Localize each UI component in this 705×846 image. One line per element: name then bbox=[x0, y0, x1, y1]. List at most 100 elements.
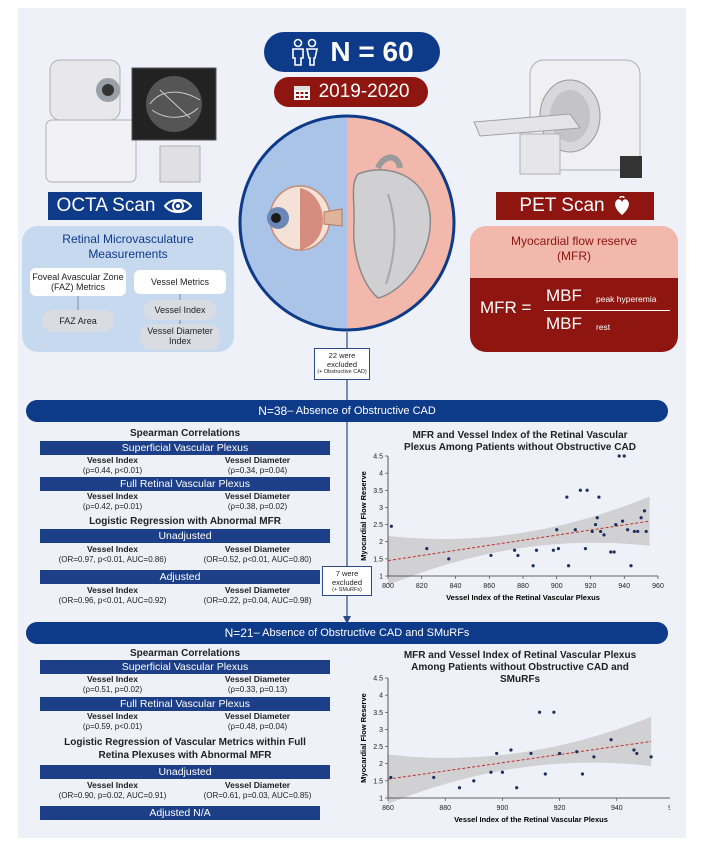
mfr-formula-lhs: MFR = bbox=[480, 298, 532, 317]
s2-un-vd: Vessel Diameter (OR=0.61, p=0.03, AUC=0.8… bbox=[185, 780, 330, 800]
mfr-panel bbox=[470, 226, 678, 352]
y-tick-label: 4 bbox=[379, 471, 383, 478]
data-point bbox=[609, 738, 613, 742]
data-point bbox=[489, 770, 493, 774]
data-point bbox=[592, 755, 596, 759]
x-tick-label: 960 bbox=[652, 583, 664, 590]
chart1-scatter: 800 820 840 860 880 900 920 940 960 1 1.5 2 2.5 3 3.5 4… bbox=[359, 454, 664, 603]
exclusion-2-line2: excluded bbox=[331, 578, 363, 587]
x-tick-label: 960 bbox=[668, 805, 670, 812]
s1-sup-vd-stats: (ρ=0.34, p=0.04) bbox=[227, 465, 288, 475]
y-tick-label: 4 bbox=[379, 693, 383, 700]
x-tick-label: 860 bbox=[483, 583, 495, 590]
s1-adjusted-bar: Adjusted bbox=[40, 570, 320, 584]
s1-full-vi-label: Vessel Index bbox=[86, 491, 139, 501]
data-point bbox=[537, 710, 542, 714]
data-point bbox=[632, 529, 636, 534]
x-axis-label: Vessel Index of the Retinal Vascular Ple… bbox=[446, 593, 600, 602]
section1-title: – Absence of Obstructive CAD bbox=[287, 405, 436, 417]
s2-full-vd: Vessel Diameter (ρ=0.48, p=0.04) bbox=[185, 711, 330, 731]
data-point bbox=[472, 779, 476, 783]
s1-un-vd-label: Vessel Diameter bbox=[224, 544, 291, 554]
heart-icon bbox=[614, 196, 629, 215]
exclusion-1-line1: 22 were bbox=[328, 351, 356, 360]
y-tick-label: 3.5 bbox=[373, 710, 383, 717]
data-point bbox=[555, 528, 559, 532]
y-tick-label: 3 bbox=[379, 505, 383, 512]
s1-ad-vi-label: Vessel Index bbox=[86, 585, 139, 595]
left-panel-connectors bbox=[77, 294, 181, 324]
data-point bbox=[556, 546, 561, 551]
x-tick-label: 880 bbox=[439, 805, 451, 812]
data-point bbox=[595, 516, 599, 520]
data-point bbox=[644, 529, 648, 534]
data-point bbox=[573, 528, 577, 532]
s2-spearman-title: Spearman Correlations bbox=[129, 648, 241, 659]
s1-sup-vi-label: Vessel Index bbox=[86, 455, 139, 465]
s2-un-vd-label: Vessel Diameter bbox=[224, 780, 291, 790]
s1-full-vd-stats: (ρ=0.38, p=0.02) bbox=[227, 501, 288, 511]
data-point bbox=[552, 710, 556, 714]
data-point bbox=[389, 775, 393, 780]
retinal-panel-title: Retinal Microvasculature Measurements bbox=[62, 232, 194, 261]
s2-full-vi-label: Vessel Index bbox=[86, 711, 139, 721]
vessel-metrics-box: Vessel Metrics bbox=[134, 270, 226, 294]
s2-full-bar: Full Retinal Vascular Plexus bbox=[40, 697, 330, 711]
x-tick-label: 940 bbox=[611, 805, 623, 812]
y-tick-label: 1.5 bbox=[373, 556, 383, 563]
data-point bbox=[585, 488, 589, 492]
data-point bbox=[597, 495, 601, 499]
octa-scan-banner: OCTA Scan bbox=[48, 192, 202, 220]
y-tick-label: 2 bbox=[379, 539, 383, 546]
s1-full-bar: Full Retinal Vascular Plexus bbox=[40, 477, 330, 491]
s1-ad-vd-label: Vessel Diameter bbox=[224, 585, 291, 595]
s1-un-vi: Vessel Index (OR=0.97, p<0.01, AUC=0.86) bbox=[40, 544, 185, 564]
y-tick-label: 4.5 bbox=[373, 676, 383, 683]
mfr-numerator: MBF bbox=[546, 286, 582, 305]
y-tick-label: 3 bbox=[379, 727, 383, 734]
x-tick-label: 920 bbox=[554, 805, 566, 812]
s2-logistic-title: Logistic Regression of Vascular Metrics … bbox=[64, 737, 306, 761]
data-point bbox=[614, 522, 618, 527]
s1-sup-vi-stats: (ρ=0.44, p<0.01) bbox=[82, 465, 143, 475]
y-tick-label: 1 bbox=[379, 796, 383, 803]
x-tick-label: 940 bbox=[618, 583, 630, 590]
mfr-panel-title: Myocardial flow reserve (MFR) bbox=[510, 234, 638, 263]
heart-illustration bbox=[352, 154, 432, 299]
s1-sup-vd-label: Vessel Diameter bbox=[224, 455, 291, 465]
faz-area-box: FAZ Area bbox=[42, 310, 114, 332]
y-axis-label: Myocardial Flow Reserve bbox=[359, 693, 368, 783]
eye-icon bbox=[164, 199, 193, 213]
section2-n: N=21 bbox=[224, 626, 254, 640]
study-period-badge: 2019-2020 bbox=[274, 77, 428, 107]
s2-sup-vd: Vessel Diameter (ρ=0.33, p=0.13) bbox=[185, 674, 330, 694]
data-point bbox=[500, 770, 504, 774]
y-tick-label: 2.5 bbox=[373, 744, 383, 751]
data-point bbox=[551, 548, 555, 552]
s1-full-vi-stats: (ρ=0.42, p=0.01) bbox=[82, 501, 143, 511]
calendar-icon bbox=[293, 86, 310, 100]
s1-ad-vd: Vessel Diameter (OR=0.22, p=0.04, AUC=0.9… bbox=[185, 585, 330, 605]
s1-un-vd: Vessel Diameter (OR=0.52, p<0.01, AUC=0.8… bbox=[185, 544, 330, 564]
data-point bbox=[512, 548, 517, 552]
data-point bbox=[432, 775, 436, 780]
section1-banner: N=38 – Absence of Obstructive CAD bbox=[26, 400, 668, 422]
x-tick-label: 920 bbox=[585, 583, 597, 590]
s2-unadjusted-bar: Unadjusted bbox=[40, 765, 330, 779]
data-point bbox=[580, 772, 585, 776]
s1-logistic-title: Logistic Regression with Abnormal MFR bbox=[89, 516, 281, 527]
pet-device-image bbox=[473, 59, 642, 178]
data-point bbox=[457, 786, 462, 790]
data-point bbox=[593, 522, 598, 527]
s2-un-vd-stats: (OR=0.61, p=0.03, AUC=0.85) bbox=[203, 790, 312, 800]
data-point bbox=[629, 564, 633, 568]
octa-scan-label: OCTA Scan bbox=[56, 195, 156, 216]
sample-size-badge: N = 60 bbox=[264, 32, 440, 72]
data-point bbox=[649, 755, 653, 759]
octa-device-image bbox=[45, 59, 217, 183]
x-tick-label: 860 bbox=[382, 805, 394, 812]
data-point bbox=[425, 546, 429, 551]
pet-scan-label: PET Scan bbox=[519, 195, 605, 216]
exclusion-box-2: 7 were excluded (+ SMuRFs) bbox=[322, 566, 372, 596]
data-point bbox=[642, 509, 647, 513]
